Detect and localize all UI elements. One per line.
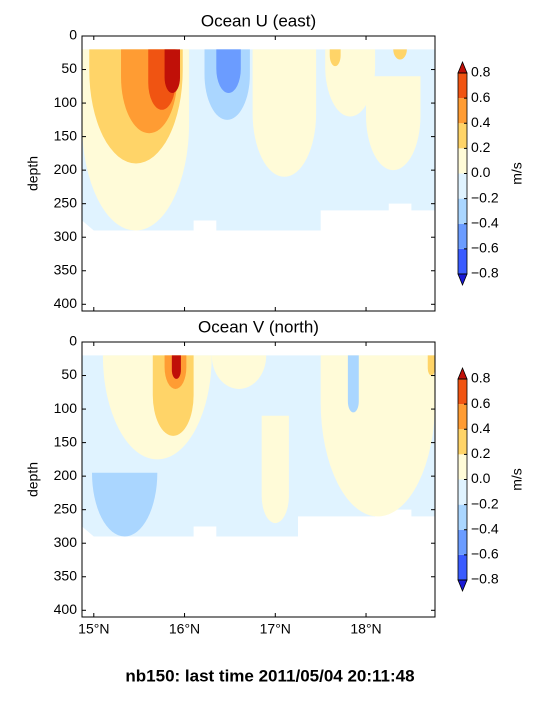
colorbar-extend-high xyxy=(457,366,468,380)
y-tick-label: 400 xyxy=(54,601,78,617)
colorbar-tick-label: 0.0 xyxy=(471,470,491,486)
plot-title: Ocean V (north) xyxy=(198,317,319,336)
colorbar-tick-label: 0.4 xyxy=(471,114,491,130)
contour-region xyxy=(427,355,435,376)
y-tick-label: 350 xyxy=(54,261,78,277)
colorbar-tick-label: 0.6 xyxy=(471,395,491,411)
y-tick-label: 250 xyxy=(54,500,78,516)
colorbar-bin xyxy=(458,379,467,405)
colorbar-bin xyxy=(458,98,467,124)
y-tick-label: 0 xyxy=(69,27,77,43)
colorbar-tick-label: −0.6 xyxy=(471,240,499,256)
colorbar-bin xyxy=(458,404,467,430)
colorbar-extend-low xyxy=(457,579,468,593)
colorbar-bin xyxy=(458,554,467,580)
colorbar-bin xyxy=(458,479,467,505)
colorbar-extend-high xyxy=(457,60,468,74)
colorbar-tick-label: 0.2 xyxy=(471,139,491,155)
contours xyxy=(82,49,435,231)
colorbar-tick-label: 0.4 xyxy=(471,420,491,436)
y-tick-label: 350 xyxy=(54,567,78,583)
x-tick-label: 17°N xyxy=(260,621,291,637)
contours xyxy=(82,355,435,537)
colorbar-bin xyxy=(458,123,467,149)
y-tick-label: 100 xyxy=(54,94,78,110)
colorbar-tick-label: −0.4 xyxy=(471,520,499,536)
contour-region xyxy=(164,49,181,94)
colorbar-bin xyxy=(458,148,467,174)
colorbar-bin xyxy=(458,73,467,99)
contour-region xyxy=(347,355,359,413)
y-tick-label: 200 xyxy=(54,467,78,483)
colorbar-tick-label: −0.2 xyxy=(471,495,499,511)
y-tick-label: 0 xyxy=(69,333,77,349)
x-tick-label: 16°N xyxy=(169,621,200,637)
colorbar-bin xyxy=(458,454,467,480)
colorbar-extend-low xyxy=(457,273,468,287)
colorbar-tick-label: 0.8 xyxy=(471,370,491,386)
contour-region xyxy=(261,415,289,524)
contour-region xyxy=(216,49,241,94)
x-tick-label: 15°N xyxy=(78,621,109,637)
colorbar-bin xyxy=(458,173,467,199)
colorbar-tick-label: 0.0 xyxy=(471,164,491,180)
x-tick-label: 18°N xyxy=(350,621,381,637)
axes-frame xyxy=(81,341,436,618)
axes-frame xyxy=(81,35,436,312)
colorbar-bin xyxy=(458,248,467,274)
colorbar-tick-label: −0.8 xyxy=(471,265,499,281)
colorbar-bin xyxy=(458,504,467,530)
contour-region xyxy=(393,49,407,60)
contour-region xyxy=(171,355,181,379)
colorbar-bin xyxy=(458,429,467,455)
colorbar-tick-label: −0.8 xyxy=(471,571,499,587)
y-tick-label: 100 xyxy=(54,400,78,416)
colorbar-tick-label: −0.6 xyxy=(471,546,499,562)
y-tick-label: 50 xyxy=(61,366,77,382)
y-tick-label: 300 xyxy=(54,228,78,244)
colorbar-tick-label: 0.6 xyxy=(471,89,491,105)
y-tick-label: 300 xyxy=(54,534,78,550)
contour-region xyxy=(366,76,421,171)
y-tick-label: 400 xyxy=(54,295,78,311)
y-axis-label: depth xyxy=(25,156,41,191)
colorbar-tick-label: −0.4 xyxy=(471,214,499,230)
colorbar-bin xyxy=(458,198,467,224)
colorbar-tick-label: 0.2 xyxy=(471,445,491,461)
y-tick-label: 50 xyxy=(61,60,77,76)
colorbar-tick-label: 0.8 xyxy=(471,64,491,80)
colorbar-bin xyxy=(458,223,467,249)
contour-region xyxy=(329,49,341,67)
plot: Ocean U (east) depth 0 50 100 150 200 250 300 350… xyxy=(25,11,525,312)
contour-region xyxy=(211,355,267,389)
contour-region xyxy=(91,472,158,537)
colorbar-label: m/s xyxy=(509,468,525,491)
plot-title: Ocean U (east) xyxy=(201,11,316,30)
colorbar-bin xyxy=(458,529,467,555)
y-tick-label: 150 xyxy=(54,433,78,449)
y-axis-label: depth xyxy=(25,462,41,497)
y-tick-label: 150 xyxy=(54,127,78,143)
y-tick-label: 250 xyxy=(54,194,78,210)
contour-region xyxy=(252,49,317,177)
footer: nb150: last time 2011/05/04 20:11:48 xyxy=(125,666,414,685)
colorbar-label: m/s xyxy=(509,162,525,185)
colorbar-tick-label: −0.2 xyxy=(471,189,499,205)
contour-region xyxy=(325,49,376,117)
plot: Ocean V (north) depth 0 50 100 150 200 250 300 35… xyxy=(25,317,525,636)
y-tick-label: 200 xyxy=(54,161,78,177)
